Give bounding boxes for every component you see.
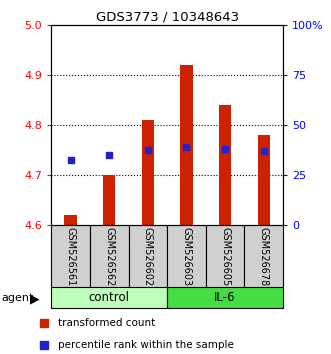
Text: GSM526562: GSM526562: [104, 227, 114, 286]
Text: transformed count: transformed count: [58, 318, 156, 329]
Text: GSM526678: GSM526678: [259, 227, 269, 286]
Bar: [103, 175, 116, 225]
Bar: [128, 225, 167, 289]
Bar: [51, 287, 167, 308]
Text: percentile rank within the sample: percentile rank within the sample: [58, 339, 234, 350]
Bar: [142, 120, 154, 225]
Bar: [65, 215, 77, 225]
Bar: [167, 225, 206, 289]
Text: GSM526561: GSM526561: [66, 227, 75, 286]
Title: GDS3773 / 10348643: GDS3773 / 10348643: [96, 11, 239, 24]
Text: GSM526603: GSM526603: [181, 227, 191, 286]
Text: GSM526605: GSM526605: [220, 227, 230, 286]
Text: ▶: ▶: [30, 292, 39, 305]
Bar: [90, 225, 128, 289]
Bar: [244, 225, 283, 289]
Text: agent: agent: [2, 293, 34, 303]
Bar: [180, 65, 193, 225]
Bar: [219, 105, 231, 225]
Bar: [206, 225, 244, 289]
Bar: [167, 287, 283, 308]
Bar: [258, 135, 270, 225]
Text: GSM526602: GSM526602: [143, 227, 153, 286]
Text: IL-6: IL-6: [214, 291, 236, 304]
Text: control: control: [89, 291, 130, 304]
Bar: [51, 225, 90, 289]
